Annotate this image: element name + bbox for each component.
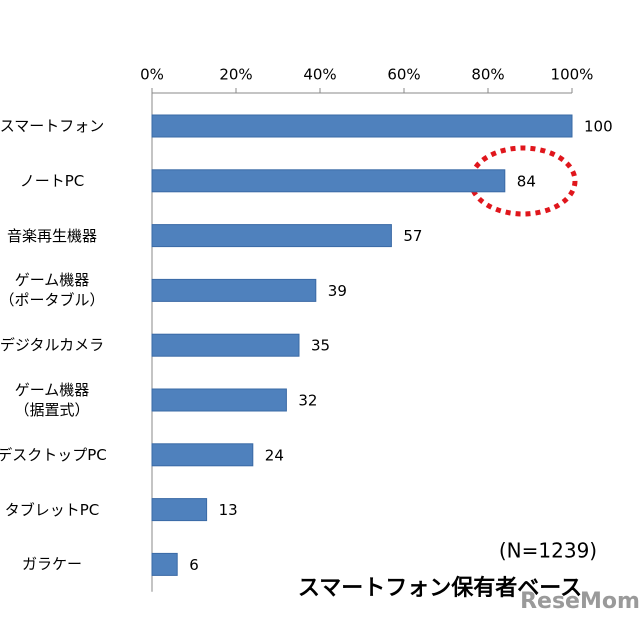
category-label: ゲーム機器 （ポータブル）	[0, 271, 105, 310]
sample-size: (N=1239)	[499, 539, 597, 563]
watermark: ReseMom	[520, 589, 640, 614]
data-label: 39	[328, 282, 347, 300]
bar	[151, 552, 178, 576]
data-label: 57	[403, 227, 422, 245]
category-label: タブレットPC	[4, 500, 100, 519]
bar	[151, 388, 287, 412]
x-tick-label: 80%	[471, 66, 504, 84]
x-tick-label: 20%	[219, 66, 252, 84]
bar	[151, 443, 254, 467]
category-label: ゲーム機器 （据置式）	[14, 381, 90, 419]
bar	[151, 498, 208, 522]
x-tick-label: 100%	[551, 66, 594, 84]
bar	[151, 333, 300, 357]
x-tick-label: 60%	[387, 66, 420, 84]
category-label: ガラケー	[21, 555, 82, 574]
category-label: ノートPC	[19, 171, 85, 190]
data-label: 35	[311, 337, 330, 355]
category-label: スマートフォン	[0, 117, 105, 135]
bar	[151, 224, 392, 248]
category-label: デスクトップPC	[0, 445, 107, 464]
bar	[151, 278, 317, 302]
category-label: デジタルカメラ	[0, 336, 105, 355]
bar	[151, 114, 573, 138]
bar	[151, 169, 506, 193]
base-note: スマートフォン保有者ベース	[298, 575, 582, 601]
data-label: 6	[189, 556, 199, 574]
category-label: 音楽再生機器	[6, 226, 97, 245]
x-tick-label: 0%	[140, 66, 164, 84]
data-label: 24	[265, 446, 284, 464]
data-label: 84	[517, 172, 536, 190]
data-label: 100	[584, 118, 613, 136]
x-tick-label: 40%	[303, 66, 336, 84]
data-label: 32	[298, 392, 317, 410]
data-label: 13	[219, 501, 238, 519]
